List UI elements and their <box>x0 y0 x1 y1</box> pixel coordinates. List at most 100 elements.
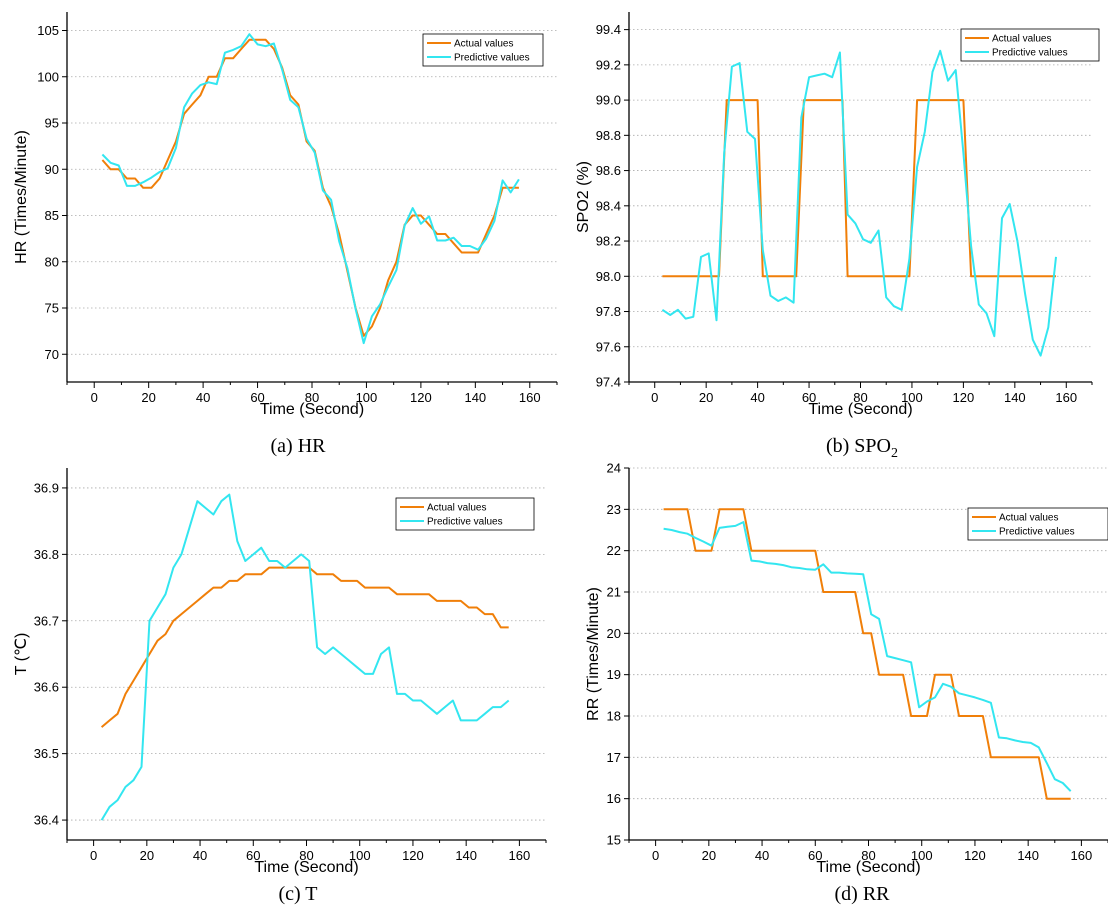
legend-label: Actual values <box>999 513 1058 524</box>
series-line-predictive <box>100 493 510 821</box>
x-axis-label: Time (Second) <box>816 859 920 876</box>
series-line-actual <box>663 508 1071 800</box>
y-tick-label: 75 <box>45 301 59 316</box>
y-tick-label: 21 <box>607 585 621 600</box>
y-tick-label: 95 <box>45 116 59 131</box>
y-tick-label: 24 <box>607 461 621 476</box>
caption-subscript: 2 <box>891 446 898 461</box>
y-tick-label: 36.8 <box>34 547 59 562</box>
y-tick-label: 36.9 <box>34 480 59 495</box>
x-tick-label: 80 <box>299 848 313 863</box>
chart-2: 97.4 97.6 97.8 98.0 98.2 98.4 98.6 98.8 99.0 99.2… <box>575 12 1100 461</box>
x-tick-label: 140 <box>1004 390 1026 405</box>
caption-text: (a) HR <box>271 435 327 457</box>
x-axis-label: Time (Second) <box>260 401 364 418</box>
x-tick-label: 100 <box>901 390 923 405</box>
x-tick-label: 0 <box>91 390 98 405</box>
y-tick-label: 99.0 <box>596 93 621 108</box>
series-line-predictive <box>661 49 1057 357</box>
x-tick-label: 100 <box>349 848 371 863</box>
y-tick-label: 23 <box>607 502 621 517</box>
x-axis-label: Time (Second) <box>254 859 358 876</box>
legend-label: Predictive values <box>992 48 1068 59</box>
y-tick-label: 98.2 <box>596 234 621 249</box>
caption-text: (b) SPO <box>826 435 891 457</box>
legend-label: Predictive values <box>427 517 503 528</box>
y-tick-label: 20 <box>607 626 621 641</box>
chart-caption: (d) RR <box>835 883 891 905</box>
series-line-actual <box>100 566 509 728</box>
x-tick-label: 160 <box>509 848 531 863</box>
y-tick-label: 97.6 <box>596 339 621 354</box>
x-tick-label: 60 <box>250 390 264 405</box>
y-tick-label: 36.7 <box>34 613 59 628</box>
x-tick-label: 20 <box>702 848 716 863</box>
caption-text: (c) T <box>278 883 317 905</box>
y-tick-label: 98.0 <box>596 269 621 284</box>
legend-box <box>960 28 1100 62</box>
legend-label: Actual values <box>454 39 513 50</box>
x-axis-label: Time (Second) <box>808 401 912 418</box>
y-tick-label: 98.8 <box>596 128 621 143</box>
chart-caption: (c) T <box>278 883 317 905</box>
x-tick-label: 140 <box>464 390 486 405</box>
series-line-actual <box>662 99 1056 278</box>
series-line-predictive <box>663 521 1072 792</box>
chart-1: 70 75 80 85 90 95 100 105 0 20 40 60 80 100 120 140 160 T… <box>13 12 558 457</box>
x-tick-label: 40 <box>196 390 210 405</box>
y-tick-label: 105 <box>37 23 59 38</box>
x-tick-label: 60 <box>802 390 816 405</box>
legend-box <box>422 33 544 67</box>
y-axis-label: SPO2 (%) <box>575 161 592 233</box>
x-tick-label: 20 <box>141 390 155 405</box>
y-tick-label: 15 <box>607 833 621 848</box>
legend: Actual values Predictive values <box>395 497 535 531</box>
y-tick-label: 22 <box>607 543 621 558</box>
series-line-predictive <box>101 33 520 345</box>
legend-box <box>395 497 535 531</box>
y-tick-label: 99.2 <box>596 57 621 72</box>
y-tick-label: 100 <box>37 69 59 84</box>
x-tick-label: 100 <box>911 848 933 863</box>
x-tick-label: 20 <box>699 390 713 405</box>
y-tick-label: 80 <box>45 254 59 269</box>
legend-label: Actual values <box>992 34 1051 45</box>
y-tick-label: 97.4 <box>596 375 621 390</box>
y-tick-label: 90 <box>45 162 59 177</box>
legend-label: Predictive values <box>999 527 1075 538</box>
x-tick-label: 80 <box>853 390 867 405</box>
legend: Actual values Predictive values <box>960 28 1100 62</box>
y-tick-label: 85 <box>45 208 59 223</box>
x-tick-label: 80 <box>305 390 319 405</box>
legend-label: Actual values <box>427 503 486 514</box>
y-tick-label: 36.4 <box>34 813 59 828</box>
chart-4: 15 16 17 18 19 20 21 22 23 24 0 20 40 60 80 100 120 140 16… <box>585 461 1108 905</box>
x-tick-label: 140 <box>455 848 477 863</box>
x-tick-label: 0 <box>90 848 97 863</box>
x-tick-label: 120 <box>402 848 424 863</box>
caption-text: (d) RR <box>835 883 891 905</box>
x-tick-label: 160 <box>1071 848 1093 863</box>
chart-3: 36.4 36.5 36.6 36.7 36.8 36.9 0 20 40 60 80 100 120 1… <box>13 468 547 905</box>
y-tick-label: 19 <box>607 667 621 682</box>
x-tick-label: 80 <box>861 848 875 863</box>
x-tick-label: 120 <box>410 390 432 405</box>
x-tick-label: 0 <box>652 848 659 863</box>
y-axis-label: RR (Times/Minute) <box>585 587 602 721</box>
y-tick-label: 97.8 <box>596 304 621 319</box>
y-tick-label: 99.4 <box>596 22 621 37</box>
y-tick-label: 36.5 <box>34 746 59 761</box>
legend-label: Predictive values <box>454 53 530 64</box>
x-tick-label: 160 <box>1055 390 1077 405</box>
y-tick-label: 98.4 <box>596 198 621 213</box>
y-tick-label: 70 <box>45 347 59 362</box>
y-axis-label: HR (Times/Minute) <box>13 130 30 264</box>
legend: Actual values Predictive values <box>967 507 1108 541</box>
y-tick-label: 36.6 <box>34 680 59 695</box>
x-tick-label: 0 <box>651 390 658 405</box>
x-tick-label: 120 <box>953 390 975 405</box>
x-tick-label: 40 <box>750 390 764 405</box>
x-tick-label: 20 <box>140 848 154 863</box>
x-tick-label: 120 <box>964 848 986 863</box>
